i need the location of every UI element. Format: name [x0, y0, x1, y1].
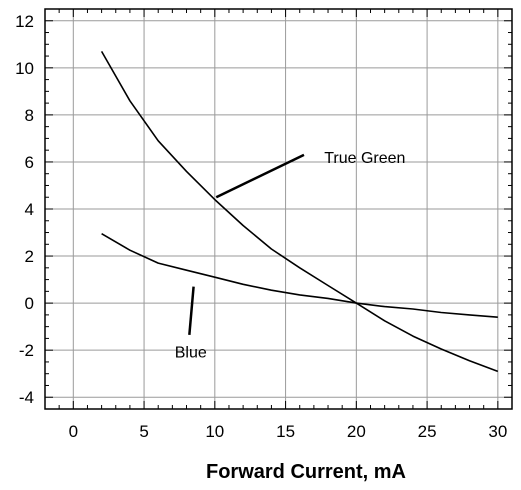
- x-tick-label: 15: [276, 422, 295, 441]
- x-tick-label: 20: [347, 422, 366, 441]
- x-tick-label: 25: [418, 422, 437, 441]
- y-tick-label: 8: [25, 106, 34, 125]
- y-tick-label: 6: [25, 153, 34, 172]
- x-tick-label: 0: [69, 422, 78, 441]
- annotation-label-blue: Blue: [175, 344, 207, 361]
- x-tick-label: 10: [205, 422, 224, 441]
- y-tick-label: 12: [15, 12, 34, 31]
- x-tick-label: 5: [139, 422, 148, 441]
- y-tick-label: -4: [19, 388, 34, 407]
- y-tick-label: 10: [15, 59, 34, 78]
- y-tick-label: -2: [19, 341, 34, 360]
- y-tick-label: 0: [25, 294, 34, 313]
- annotation-label-true-green: True Green: [324, 150, 405, 167]
- y-tick-label: 4: [25, 200, 34, 219]
- y-tick-label: 2: [25, 247, 34, 266]
- x-axis-title: Forward Current, mA: [206, 461, 406, 483]
- x-tick-label: 30: [488, 422, 507, 441]
